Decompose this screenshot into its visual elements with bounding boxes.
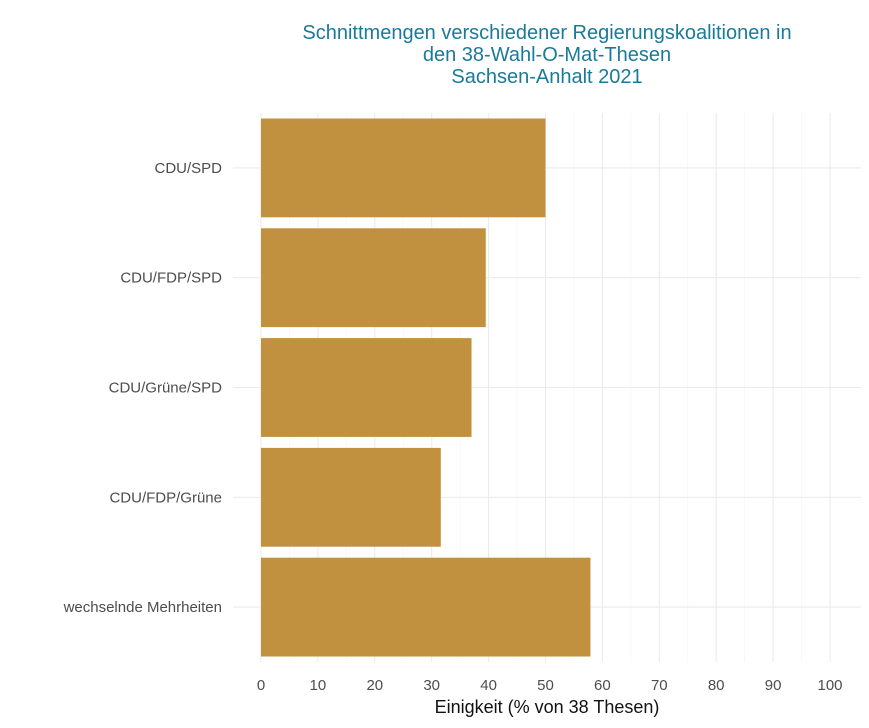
x-tick-label: 20 <box>366 677 383 694</box>
category-label: CDU/FDP/Grüne <box>109 489 222 506</box>
bar <box>261 118 546 218</box>
bar <box>261 338 472 437</box>
category-label: wechselnde Mehrheiten <box>63 599 222 616</box>
x-tick-label: 10 <box>310 677 327 694</box>
x-tick-label: 90 <box>765 677 782 694</box>
category-label: CDU/SPD <box>154 160 222 177</box>
x-tick-label: 100 <box>817 677 842 694</box>
x-axis-title: Einigkeit (% von 38 Thesen) <box>435 697 660 717</box>
category-label: CDU/FDP/SPD <box>120 270 222 287</box>
bar <box>261 447 441 547</box>
x-tick-label: 40 <box>480 677 497 694</box>
x-tick-label: 80 <box>708 677 725 694</box>
bar <box>261 228 486 328</box>
x-tick-label: 60 <box>594 677 611 694</box>
bars <box>261 118 591 657</box>
x-tick-label: 50 <box>537 677 554 694</box>
chart-title-line-3: Sachsen-Anhalt 2021 <box>451 66 642 88</box>
chart-title-line-1: Schnittmengen verschiedener Regierungsko… <box>302 22 791 44</box>
x-tick-label: 70 <box>651 677 668 694</box>
chart-title: Schnittmengen verschiedener Regierungsko… <box>302 22 791 88</box>
category-label: CDU/Grüne/SPD <box>109 380 223 397</box>
bar <box>261 557 591 657</box>
chart-title-line-2: den 38-Wahl-O-Mat-Thesen <box>423 44 671 66</box>
category-labels: CDU/SPD CDU/FDP/SPD CDU/Grüne/SPD CDU/FDP/G… <box>63 160 223 616</box>
x-tick-labels: 0 10 20 30 40 50 60 70 80 90 100 <box>257 677 843 694</box>
x-tick-label: 30 <box>423 677 440 694</box>
x-tick-label: 0 <box>257 677 265 694</box>
